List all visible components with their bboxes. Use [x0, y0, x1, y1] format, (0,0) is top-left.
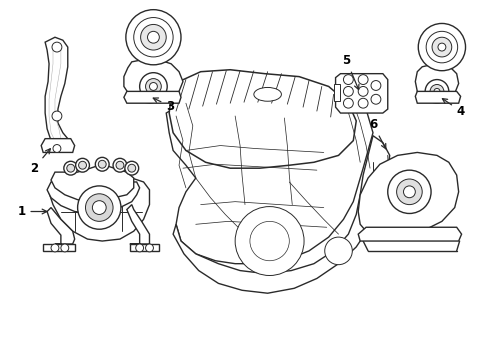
Polygon shape [358, 227, 461, 241]
Circle shape [249, 221, 289, 261]
Polygon shape [43, 244, 75, 251]
Circle shape [98, 160, 106, 168]
Circle shape [147, 31, 159, 43]
Circle shape [133, 18, 173, 57]
Text: 4: 4 [442, 99, 464, 118]
Polygon shape [414, 91, 460, 103]
Text: 1: 1 [17, 205, 47, 218]
Circle shape [343, 98, 352, 108]
Circle shape [424, 80, 448, 103]
Circle shape [67, 164, 75, 172]
Circle shape [113, 158, 126, 172]
Circle shape [343, 86, 352, 96]
Polygon shape [333, 84, 340, 101]
Polygon shape [123, 59, 183, 103]
Circle shape [358, 86, 367, 96]
Circle shape [53, 145, 61, 152]
Text: 2: 2 [30, 149, 50, 175]
Circle shape [95, 157, 109, 171]
Circle shape [124, 161, 139, 175]
Circle shape [52, 111, 62, 121]
Circle shape [85, 194, 113, 221]
Polygon shape [123, 91, 181, 103]
Circle shape [324, 237, 351, 265]
Polygon shape [166, 89, 372, 264]
Circle shape [51, 244, 59, 252]
Text: 5: 5 [342, 54, 358, 90]
Polygon shape [414, 64, 458, 101]
Circle shape [343, 75, 352, 85]
Circle shape [417, 23, 465, 71]
Circle shape [64, 161, 78, 175]
Circle shape [76, 158, 89, 172]
Circle shape [235, 207, 304, 275]
Circle shape [92, 201, 106, 215]
Circle shape [437, 43, 445, 51]
Circle shape [52, 42, 62, 52]
Text: 6: 6 [368, 118, 385, 149]
Polygon shape [335, 74, 387, 113]
Circle shape [433, 89, 439, 94]
Circle shape [387, 170, 430, 213]
Polygon shape [47, 208, 75, 244]
Polygon shape [51, 164, 133, 202]
Circle shape [116, 161, 123, 169]
Polygon shape [47, 182, 140, 213]
Circle shape [431, 37, 451, 57]
Circle shape [145, 78, 161, 94]
Circle shape [78, 186, 121, 229]
Polygon shape [173, 136, 389, 293]
Circle shape [61, 244, 69, 252]
Polygon shape [48, 176, 149, 241]
Circle shape [403, 186, 414, 198]
Circle shape [425, 31, 457, 63]
Circle shape [370, 94, 380, 104]
Circle shape [136, 244, 143, 252]
Ellipse shape [253, 87, 281, 101]
Circle shape [140, 73, 167, 100]
Circle shape [79, 161, 86, 169]
Polygon shape [126, 204, 149, 244]
Polygon shape [358, 152, 458, 234]
Circle shape [358, 98, 367, 108]
Circle shape [370, 81, 380, 90]
Circle shape [145, 244, 153, 252]
Circle shape [127, 164, 136, 172]
Circle shape [125, 10, 181, 65]
Circle shape [396, 179, 421, 204]
Circle shape [429, 85, 443, 98]
Polygon shape [41, 139, 75, 152]
Polygon shape [169, 70, 356, 168]
Circle shape [141, 24, 166, 50]
Polygon shape [129, 244, 159, 251]
Circle shape [149, 82, 157, 90]
Text: 3: 3 [153, 98, 174, 113]
Polygon shape [45, 37, 71, 150]
Circle shape [358, 75, 367, 85]
Polygon shape [49, 47, 61, 141]
